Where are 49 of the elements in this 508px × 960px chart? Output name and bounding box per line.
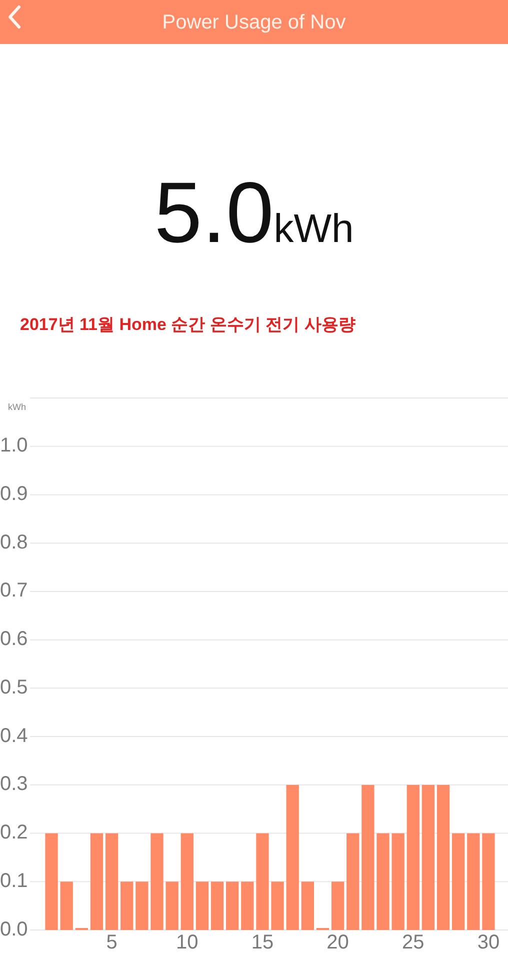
text: 5.0kWh [154, 165, 354, 261]
x-tick-label: 10 [176, 932, 198, 954]
y-axis-title: kWh [8, 402, 26, 412]
y-tick-label: 0.4 [0, 724, 28, 747]
bar [210, 882, 224, 930]
x-tick-label: 15 [251, 932, 274, 954]
bar [482, 833, 495, 930]
y-tick-label: 0.5 [0, 676, 28, 698]
bar [346, 833, 360, 930]
bar [406, 784, 420, 930]
bar [196, 882, 209, 930]
y-tick-label: 0.8 [0, 531, 28, 554]
chart-title: Power Usage of Nov [162, 11, 346, 34]
bar [226, 882, 239, 930]
y-tick-label: 1.0 [0, 434, 28, 457]
x-tick-label: 30 [477, 932, 500, 954]
x-tick-label: 5 [106, 932, 118, 954]
bar [362, 784, 374, 930]
bar [467, 833, 480, 930]
x-tick-label: 25 [402, 932, 424, 954]
bar [422, 784, 435, 930]
bar [120, 882, 134, 930]
y-tick-label: 0.1 [0, 870, 28, 892]
bar [136, 882, 148, 930]
x-tick-label: 20 [326, 932, 349, 954]
bar [241, 882, 254, 930]
bar [452, 833, 465, 930]
bar [436, 784, 450, 930]
bar [331, 882, 344, 930]
bar [60, 882, 73, 930]
y-tick-label: 0.7 [0, 580, 28, 602]
bar [166, 882, 178, 930]
bar [376, 833, 390, 930]
y-tick-label: 0.9 [0, 483, 28, 506]
bar [45, 833, 58, 930]
bar [90, 833, 104, 930]
bar [301, 882, 314, 930]
bar [256, 833, 269, 930]
bar [286, 784, 299, 930]
bar [392, 833, 404, 930]
bar [271, 882, 284, 930]
y-tick-label: 0.6 [0, 628, 28, 650]
bar [180, 833, 194, 930]
y-tick-label: 0.0 [0, 918, 28, 940]
bar [150, 833, 164, 930]
y-tick-label: 0.3 [0, 773, 28, 796]
bar [105, 833, 118, 930]
y-tick-label: 0.2 [0, 822, 28, 844]
chart-subtitle: 2017년 11월 Home 순간 온수기 전기 사용량 [20, 315, 356, 334]
